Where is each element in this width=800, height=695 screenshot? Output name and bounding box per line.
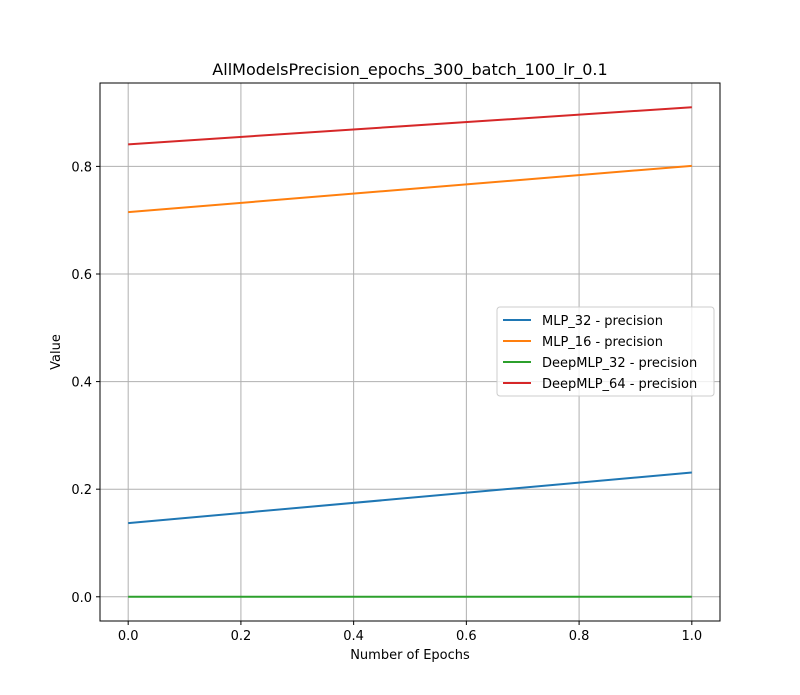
series-line-0 bbox=[128, 471, 692, 525]
legend: MLP_32 - precision MLP_16 - precision Deep… bbox=[496, 306, 715, 397]
x-tick-label: 0.6 bbox=[456, 629, 477, 644]
x-axis-label: Number of Epochs bbox=[350, 648, 470, 663]
series-line-3 bbox=[128, 106, 692, 146]
y-axis-ticks: 0.0 0.2 0.4 0.6 0.8 bbox=[71, 160, 100, 606]
y-tick-label: 0.4 bbox=[71, 376, 92, 391]
y-tick-label: 0.0 bbox=[71, 591, 92, 606]
x-tick-label: 0.0 bbox=[118, 629, 139, 644]
x-tick-label: 0.8 bbox=[569, 629, 590, 644]
series-lines bbox=[128, 106, 692, 598]
legend-entry-label: DeepMLP_32 - precision bbox=[542, 356, 697, 371]
legend-box bbox=[496, 306, 715, 397]
x-tick-label: 1.0 bbox=[681, 629, 702, 644]
series-line-1 bbox=[128, 164, 692, 214]
chart-title: AllModelsPrecision_epochs_300_batch_100_… bbox=[212, 60, 607, 80]
plot-area-frame bbox=[99, 82, 721, 622]
x-axis-ticks: 0.0 0.2 0.4 0.6 0.8 1.0 bbox=[118, 621, 702, 644]
y-axis-label: Value bbox=[49, 334, 64, 370]
x-tick-label: 0.2 bbox=[231, 629, 252, 644]
x-tick-label: 0.4 bbox=[343, 629, 364, 644]
legend-entry-label: MLP_32 - precision bbox=[542, 314, 663, 329]
y-tick-label: 0.8 bbox=[71, 160, 92, 175]
legend-entry-label: MLP_16 - precision bbox=[542, 335, 663, 350]
legend-entry-label: DeepMLP_64 - precision bbox=[542, 377, 697, 392]
y-tick-label: 0.6 bbox=[71, 268, 92, 283]
y-tick-label: 0.2 bbox=[71, 483, 92, 498]
